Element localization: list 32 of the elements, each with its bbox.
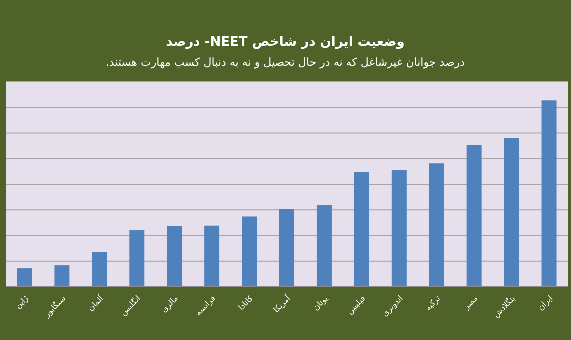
x-tick-label: بنگلادش bbox=[490, 293, 518, 320]
x-tick-label: فیلیپین bbox=[345, 294, 368, 316]
chart-subtitle: درصد جوانان غیرشاغل که نه در حال تحصیل و نه به دنبال کسب مهارت هستند. bbox=[106, 56, 466, 69]
x-tick-label: فرانسه bbox=[194, 294, 218, 318]
bar bbox=[354, 172, 370, 287]
x-tick-label: آلمان bbox=[86, 292, 106, 313]
chart-title: وضعیت ایران در شاخص NEET- درصد bbox=[166, 35, 405, 50]
bar bbox=[130, 230, 145, 287]
x-tick-label: آمریکا bbox=[271, 292, 293, 315]
x-tick-label: سنگاپور bbox=[41, 293, 68, 320]
x-tick-label: انگلیس bbox=[118, 293, 143, 318]
x-tick-label: ایران bbox=[536, 294, 555, 312]
bar bbox=[242, 216, 258, 287]
bar bbox=[204, 226, 220, 287]
bar bbox=[54, 266, 70, 287]
bar bbox=[466, 145, 482, 287]
bar bbox=[429, 164, 444, 287]
bar bbox=[167, 226, 182, 287]
x-tick-label: ترکیه bbox=[424, 294, 442, 313]
bar bbox=[280, 209, 294, 287]
x-tick-label: ژاپن bbox=[14, 294, 30, 311]
bar bbox=[17, 268, 32, 287]
bar bbox=[392, 170, 407, 287]
bar bbox=[542, 100, 557, 287]
x-tick-label: مالزی bbox=[160, 294, 180, 314]
x-tick-label: یونان bbox=[312, 294, 330, 312]
x-tick-label: اندونزی bbox=[380, 294, 405, 318]
x-tick-label: مصر bbox=[462, 294, 480, 312]
x-tick-label: کانادا bbox=[236, 294, 256, 312]
bar bbox=[316, 205, 332, 287]
bar bbox=[92, 252, 108, 287]
bar bbox=[504, 138, 520, 287]
